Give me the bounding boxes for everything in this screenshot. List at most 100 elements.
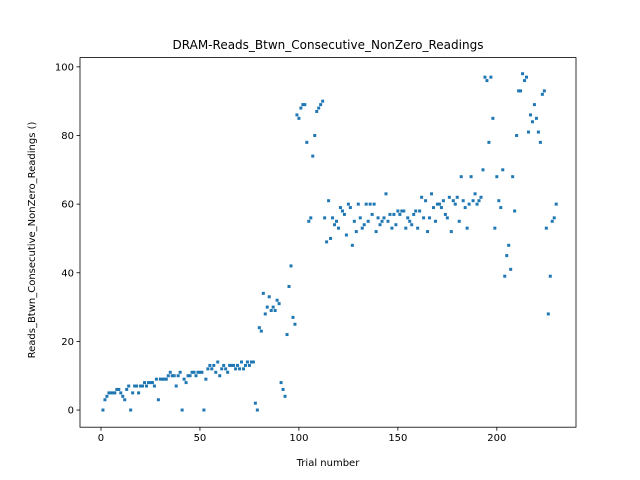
point bbox=[511, 175, 515, 179]
point bbox=[439, 206, 443, 210]
point bbox=[121, 394, 125, 398]
point bbox=[303, 103, 307, 107]
point bbox=[196, 370, 200, 374]
point bbox=[362, 223, 366, 227]
point bbox=[154, 377, 158, 381]
point bbox=[338, 206, 342, 210]
point bbox=[115, 387, 119, 391]
point bbox=[483, 75, 487, 79]
x-tick-label: 0 bbox=[98, 433, 104, 444]
point bbox=[188, 374, 192, 378]
point bbox=[449, 230, 453, 234]
point bbox=[526, 130, 530, 134]
point bbox=[319, 103, 323, 107]
point bbox=[327, 199, 331, 203]
point bbox=[469, 175, 473, 179]
point bbox=[552, 216, 556, 220]
point bbox=[473, 192, 477, 196]
x-tick-label: 100 bbox=[289, 433, 308, 444]
point bbox=[354, 230, 358, 234]
point bbox=[218, 374, 222, 378]
point bbox=[532, 103, 536, 107]
point bbox=[111, 391, 115, 395]
point bbox=[340, 209, 344, 213]
point bbox=[323, 216, 327, 220]
point bbox=[103, 398, 107, 402]
point bbox=[360, 226, 364, 230]
point bbox=[307, 219, 311, 223]
point bbox=[158, 377, 162, 381]
point bbox=[554, 202, 558, 206]
point bbox=[220, 367, 224, 371]
point bbox=[487, 140, 491, 144]
point bbox=[139, 384, 143, 388]
point bbox=[394, 223, 398, 227]
point bbox=[156, 398, 160, 402]
point bbox=[548, 274, 552, 278]
point bbox=[313, 134, 317, 138]
point bbox=[461, 199, 465, 203]
point bbox=[182, 377, 186, 381]
point bbox=[299, 106, 303, 110]
point bbox=[273, 309, 277, 313]
point bbox=[293, 322, 297, 326]
point bbox=[257, 326, 261, 330]
point bbox=[376, 216, 380, 220]
point bbox=[200, 370, 204, 374]
point bbox=[317, 106, 321, 110]
point bbox=[131, 391, 135, 395]
point bbox=[135, 384, 139, 388]
y-tick-label: 60 bbox=[61, 200, 74, 211]
point bbox=[109, 391, 113, 395]
point bbox=[269, 309, 273, 313]
point bbox=[164, 377, 168, 381]
point bbox=[170, 374, 174, 378]
point bbox=[243, 363, 247, 367]
point bbox=[279, 381, 283, 385]
point bbox=[241, 367, 245, 371]
point bbox=[143, 381, 147, 385]
point bbox=[277, 302, 281, 306]
point bbox=[382, 216, 386, 220]
point bbox=[408, 219, 412, 223]
point bbox=[453, 202, 457, 206]
point bbox=[247, 363, 251, 367]
point bbox=[123, 398, 127, 402]
point bbox=[335, 219, 339, 223]
point bbox=[495, 175, 499, 179]
point bbox=[368, 202, 372, 206]
point bbox=[210, 367, 214, 371]
point bbox=[356, 202, 360, 206]
point bbox=[141, 384, 145, 388]
point bbox=[489, 75, 493, 79]
y-tick-label: 0 bbox=[68, 406, 74, 417]
point bbox=[465, 226, 469, 230]
point bbox=[513, 209, 517, 213]
y-axis-label: Reads_Btwn_Consecutive_NonZero_Readings … bbox=[27, 122, 38, 359]
point bbox=[297, 116, 301, 120]
point bbox=[428, 216, 432, 220]
point bbox=[194, 374, 198, 378]
point bbox=[491, 116, 495, 120]
point bbox=[336, 226, 340, 230]
point bbox=[517, 89, 521, 93]
point bbox=[348, 206, 352, 210]
point bbox=[192, 370, 196, 374]
x-tick-label: 50 bbox=[194, 433, 207, 444]
point bbox=[321, 99, 325, 103]
y-tick-label: 40 bbox=[61, 268, 74, 279]
point bbox=[145, 384, 149, 388]
point bbox=[530, 120, 534, 124]
point bbox=[412, 212, 416, 216]
point bbox=[107, 391, 111, 395]
point bbox=[418, 209, 422, 213]
point bbox=[105, 394, 109, 398]
point bbox=[234, 367, 238, 371]
point bbox=[160, 377, 164, 381]
point bbox=[505, 254, 509, 258]
point bbox=[546, 312, 550, 316]
point bbox=[384, 192, 388, 196]
point bbox=[113, 391, 117, 395]
point bbox=[329, 236, 333, 240]
chart-title: DRAM-Reads_Btwn_Consecutive_NonZero_Read… bbox=[173, 38, 484, 52]
